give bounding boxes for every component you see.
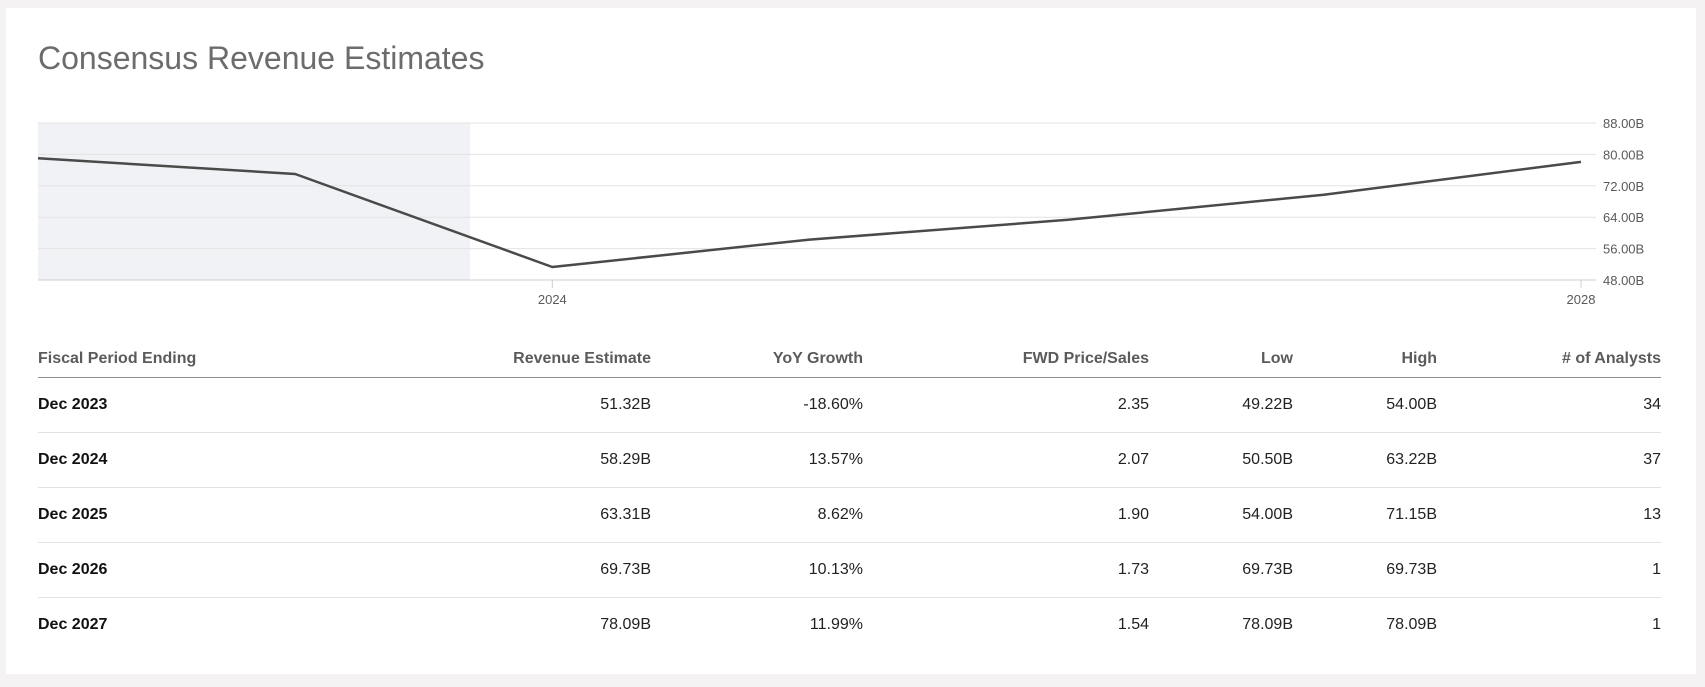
- analysts-cell: 37: [1437, 432, 1661, 488]
- column-header-revenue-estimate[interactable]: Revenue Estimate: [288, 341, 651, 378]
- analysts-cell: 1: [1652, 616, 1661, 633]
- revenue-estimate-cell: 58.29B: [288, 432, 651, 488]
- high-cell: 54.00B: [1293, 377, 1437, 433]
- revenue-estimates-card: Consensus Revenue Estimates 88.00B 80.00B…: [6, 8, 1696, 674]
- table-row: Dec 2024 58.29B 13.57% 2.07 50.50B 63.22…: [38, 432, 1661, 488]
- high-cell: 69.73B: [1293, 542, 1437, 598]
- column-header-fwd-price-sales[interactable]: FWD Price/Sales: [863, 341, 1149, 378]
- yoy-growth-cell: 11.99%: [809, 616, 863, 633]
- fiscal-period-cell: Dec 2025: [38, 487, 288, 543]
- analysts-cell: 34: [1437, 377, 1661, 433]
- yoy-growth-cell: 8.62%: [651, 487, 863, 543]
- revenue-estimate-cell: 69.73B: [288, 542, 651, 598]
- table-row: Dec 2026 69.73B 10.13% 1.73 69.73B 69.73…: [38, 542, 1661, 598]
- yoy-growth-cell: -18.60%: [651, 377, 863, 433]
- yoy-growth-cell: 10.13%: [651, 542, 863, 598]
- fiscal-period-cell: Dec 2026: [38, 542, 288, 598]
- column-header-yoy-growth[interactable]: YoY Growth: [651, 341, 863, 378]
- fwd-price-sales-cell: 1.90: [863, 487, 1149, 543]
- low-cell: 49.22B: [1149, 377, 1293, 433]
- revenue-estimate-cell: 78.09B: [600, 616, 651, 633]
- revenue-line-chart: 88.00B 80.00B 72.00B 64.00B 56.00B 48.00B 2024…: [37, 116, 1644, 307]
- fwd-price-sales-cell: 2.35: [863, 377, 1149, 433]
- fwd-price-sales-cell: 1.73: [863, 542, 1149, 598]
- revenue-estimate-cell: 51.32B: [288, 377, 651, 433]
- fwd-price-sales-cell: 2.07: [863, 432, 1149, 488]
- low-cell: 50.50B: [1149, 432, 1293, 488]
- low-cell: 54.00B: [1149, 487, 1293, 543]
- y-tick-label: 80.00B: [1603, 147, 1644, 162]
- column-header-high[interactable]: High: [1293, 341, 1437, 378]
- y-tick-label: 48.00B: [1603, 273, 1644, 288]
- high-cell: 71.15B: [1293, 487, 1437, 543]
- column-header-fiscal-period[interactable]: Fiscal Period Ending: [38, 341, 288, 378]
- y-tick-label: 72.00B: [1603, 179, 1644, 194]
- x-tick-label: 2028: [1567, 292, 1596, 307]
- historical-shaded-region: [38, 123, 471, 280]
- low-cell: 78.09B: [1242, 616, 1293, 633]
- high-cell: 78.09B: [1386, 616, 1437, 633]
- y-tick-label: 64.00B: [1603, 210, 1644, 225]
- fiscal-period-cell: Dec 2027: [38, 616, 108, 633]
- yoy-growth-cell: 13.57%: [651, 432, 863, 488]
- analysts-cell: 1: [1437, 542, 1661, 598]
- fiscal-period-cell: Dec 2023: [38, 377, 288, 433]
- analysts-cell: 13: [1437, 487, 1661, 543]
- y-tick-label: 56.00B: [1603, 242, 1644, 257]
- table-row: Dec 2027 78.09B 11.99% 1.54 78.09B 78.09…: [38, 598, 1661, 653]
- fwd-price-sales-cell: 1.54: [1117, 616, 1149, 633]
- fiscal-period-cell: Dec 2024: [38, 432, 288, 488]
- low-cell: 69.73B: [1149, 542, 1293, 598]
- table-row: Dec 2025 63.31B 8.62% 1.90 54.00B 71.15B…: [38, 487, 1661, 543]
- revenue-estimate-cell: 63.31B: [288, 487, 651, 543]
- x-tick-label: 2024: [538, 292, 567, 307]
- table-row: Dec 2023 51.32B -18.60% 2.35 49.22B 54.0…: [38, 377, 1661, 433]
- revenue-series-line: [37, 157, 1582, 269]
- high-cell: 63.22B: [1293, 432, 1437, 488]
- y-tick-label: 88.00B: [1603, 116, 1644, 131]
- table-header-row: Fiscal Period Ending Revenue Estimate Yo…: [38, 341, 1661, 378]
- page-title: Consensus Revenue Estimates: [38, 40, 485, 76]
- column-header-analysts[interactable]: # of Analysts: [1437, 341, 1661, 378]
- estimates-table: Fiscal Period Ending Revenue Estimate Yo…: [38, 341, 1661, 652]
- column-header-low[interactable]: Low: [1149, 341, 1293, 378]
